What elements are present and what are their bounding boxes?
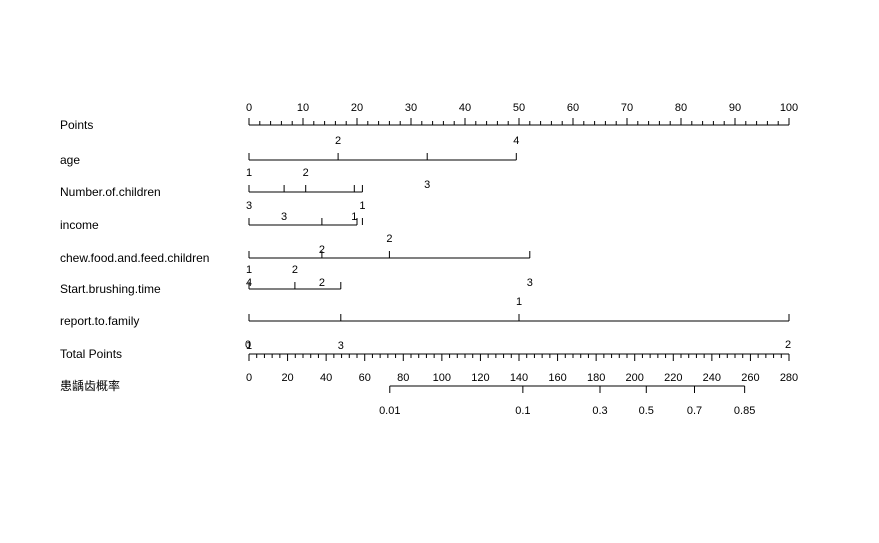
- points-tick-label: 90: [729, 102, 741, 114]
- points-tick-label: 60: [567, 102, 579, 114]
- row-label: income: [60, 218, 99, 232]
- row-label: Number.of.children: [60, 185, 161, 199]
- points-tick-label: 20: [351, 102, 363, 114]
- level-label: 1: [351, 211, 357, 223]
- total-tick-label: 60: [359, 372, 371, 384]
- total-tick-label: 140: [510, 372, 528, 384]
- total-tick-label: 260: [741, 372, 759, 384]
- level-label: 3: [424, 179, 430, 191]
- total-tick-label: 240: [703, 372, 721, 384]
- probability-label: 0.1: [515, 405, 530, 417]
- row-label: chew.food.and.feed.children: [60, 251, 209, 265]
- level-label: 1: [246, 264, 252, 276]
- row-label: age: [60, 153, 80, 167]
- probability-label: 0.5: [639, 405, 654, 417]
- row-label: Points: [60, 118, 93, 132]
- level-label: 2: [303, 167, 309, 179]
- total-end-label-right: 2: [785, 339, 791, 351]
- level-label: 2: [335, 135, 341, 147]
- total-tick-label: 40: [320, 372, 332, 384]
- level-label: 3: [527, 277, 533, 289]
- row-label: 患龋齿概率: [60, 378, 120, 393]
- level-label: 1: [516, 296, 522, 308]
- points-tick-label: 100: [780, 102, 798, 114]
- level-label: 2: [319, 277, 325, 289]
- level-label: 2: [292, 264, 298, 276]
- probability-label: 0.85: [734, 405, 755, 417]
- points-tick-label: 80: [675, 102, 687, 114]
- probability-label: 0.7: [687, 405, 702, 417]
- row-label: Start.brushing.time: [60, 282, 161, 296]
- level-label: 1: [359, 200, 365, 212]
- total-tick-label: 160: [548, 372, 566, 384]
- row-label: report.to.family: [60, 314, 139, 328]
- level-label: 1: [246, 167, 252, 179]
- level-label: 4: [513, 135, 519, 147]
- total-tick-label: 200: [626, 372, 644, 384]
- level-label: 3: [281, 211, 287, 223]
- total-end-label-left: 0: [245, 339, 251, 351]
- total-tick-label: 180: [587, 372, 605, 384]
- level-label: 2: [386, 233, 392, 245]
- points-tick-label: 70: [621, 102, 633, 114]
- total-tick-label: 280: [780, 372, 798, 384]
- level-label: 1: [246, 340, 252, 352]
- points-tick-label: 30: [405, 102, 417, 114]
- level-label: 3: [246, 200, 252, 212]
- total-tick-label: 120: [471, 372, 489, 384]
- probability-label: 0.3: [592, 405, 607, 417]
- total-tick-label: 0: [246, 372, 252, 384]
- level-label: 3: [338, 340, 344, 352]
- total-tick-label: 220: [664, 372, 682, 384]
- total-tick-label: 100: [433, 372, 451, 384]
- probability-label: 0.01: [379, 405, 400, 417]
- level-label: 2: [319, 244, 325, 256]
- points-tick-label: 10: [297, 102, 309, 114]
- points-tick-label: 0: [246, 102, 252, 114]
- total-tick-label: 80: [397, 372, 409, 384]
- points-tick-label: 40: [459, 102, 471, 114]
- points-tick-label: 50: [513, 102, 525, 114]
- total-tick-label: 20: [281, 372, 293, 384]
- row-label: Total Points: [60, 347, 122, 361]
